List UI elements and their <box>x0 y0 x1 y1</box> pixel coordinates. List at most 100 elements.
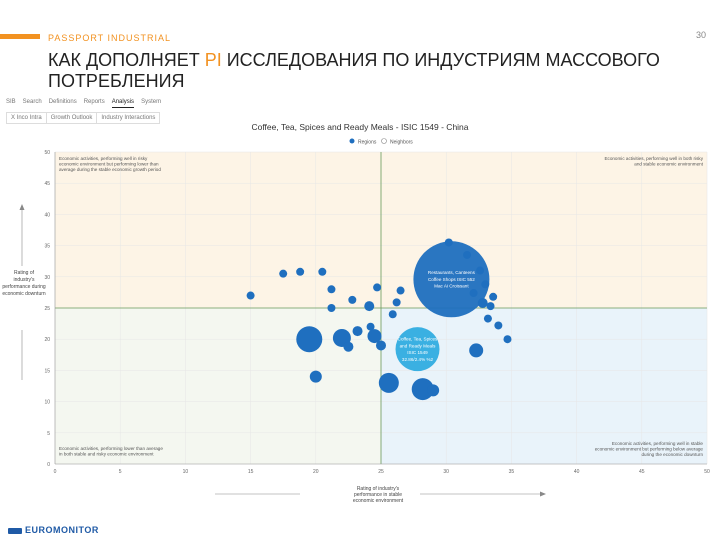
quadrant-bottom-left <box>55 308 381 464</box>
legend-marker-regions[interactable] <box>349 138 355 144</box>
bubble[interactable] <box>364 301 375 312</box>
bubble-label: Mac Ai Croissant <box>434 284 469 289</box>
chart-title: Coffee, Tea, Spices and Ready Meals - IS… <box>251 122 468 132</box>
bubble[interactable] <box>476 266 485 275</box>
legend-marker-neighbors[interactable] <box>381 138 387 144</box>
x-tick-label: 25 <box>378 469 384 475</box>
bubble[interactable] <box>489 292 498 301</box>
x-tick-label: 0 <box>54 469 57 475</box>
bubble[interactable] <box>481 280 490 289</box>
bubble[interactable] <box>469 343 484 358</box>
page-number: 30 <box>695 30 706 40</box>
x-tick-label: 30 <box>443 469 449 475</box>
bubble[interactable] <box>309 370 322 383</box>
quadrant-label-bottom-left: Economic activities, performing lower th… <box>59 446 163 457</box>
x-tick-label: 50 <box>704 469 710 475</box>
bubble[interactable] <box>378 372 399 393</box>
logo-text: EUROMONITOR <box>25 525 99 535</box>
quadrant-label-top-right: Economic activities, performing well in … <box>604 156 703 167</box>
y-tick-label: 40 <box>44 212 50 218</box>
brand-label: PASSPORT INDUSTRIAL <box>48 33 172 43</box>
bubble[interactable] <box>392 298 401 307</box>
bubble[interactable] <box>367 329 382 344</box>
page-title: КАК ДОПОЛНЯЕТ PI ИССЛЕДОВАНИЯ ПО ИНДУСТР… <box>48 50 668 92</box>
title-part-2: ИССЛЕДОВАНИЯ ПО ИНДУСТРИЯМ МАССОВОГО ПОТ… <box>48 50 660 91</box>
bubble[interactable] <box>318 267 327 276</box>
bubble[interactable] <box>494 321 503 330</box>
tab-reports[interactable]: Reports <box>83 99 105 105</box>
bubble-label: Coffee, Tea, Spices <box>398 336 438 341</box>
quadrant-label-top-left: Economic activities, performing well in … <box>59 156 161 172</box>
bubble-label: and Ready Meals <box>400 343 436 348</box>
bubble[interactable] <box>327 304 336 312</box>
subtab-industry-interactions[interactable]: Industry Interactions <box>101 115 156 121</box>
title-part-1: КАК ДОПОЛНЯЕТ <box>48 50 205 70</box>
tab-bar: SIB Search Definitions Reports Analysis … <box>6 99 168 108</box>
y-axis-arrow-head <box>19 204 25 210</box>
bubble[interactable] <box>503 335 512 344</box>
y-tick-label: 30 <box>44 275 50 281</box>
bubble[interactable] <box>376 340 386 351</box>
bubble[interactable] <box>343 341 354 352</box>
bubble[interactable] <box>246 291 255 300</box>
bubble[interactable] <box>352 326 363 337</box>
bubble[interactable] <box>413 241 490 318</box>
bubble[interactable] <box>327 285 336 294</box>
tab-system[interactable]: System <box>141 99 162 105</box>
bubble[interactable] <box>444 238 453 247</box>
y-tick-label: 20 <box>44 337 50 343</box>
bubble[interactable] <box>477 298 488 309</box>
bubble-chart: Coffee, Tea, Spices and Ready Meals - IS… <box>2 122 710 504</box>
x-tick-label: 45 <box>639 469 645 475</box>
bubble-label: Restaurants, Canteens <box>428 270 476 275</box>
tab-analysis[interactable]: Analysis <box>111 99 135 108</box>
y-tick-label: 35 <box>44 244 50 250</box>
title-highlight: PI <box>204 50 222 70</box>
tab-search[interactable]: Search <box>22 99 42 105</box>
bubble[interactable] <box>483 314 492 323</box>
x-tick-label: 10 <box>183 469 189 475</box>
y-tick-label: 0 <box>47 462 50 468</box>
x-tick-label: 20 <box>313 469 319 475</box>
bubble[interactable] <box>427 384 440 397</box>
subtab-growth-outlook[interactable]: Growth Outlook <box>47 113 98 123</box>
bubble[interactable] <box>296 326 323 353</box>
legend-label-regions: Regions <box>358 140 377 146</box>
x-axis-arrow-head <box>540 491 546 497</box>
bubble[interactable] <box>411 378 434 401</box>
tab-sib[interactable]: SIB <box>6 99 16 105</box>
bubble-label: ISIC 1549 <box>407 350 428 355</box>
bubble[interactable] <box>463 250 472 259</box>
bubble-highlight[interactable] <box>395 327 440 372</box>
subtab-inco-intra[interactable]: X Inco Intra <box>7 113 47 123</box>
bubble-label: Coffee Shops ISIC 552 <box>428 277 475 282</box>
y-tick-label: 50 <box>44 150 50 156</box>
y-tick-label: 5 <box>47 431 50 437</box>
bubble[interactable] <box>373 283 382 292</box>
tab-definitions[interactable]: Definitions <box>48 99 77 105</box>
bubble[interactable] <box>366 322 375 331</box>
bubble[interactable] <box>279 269 288 278</box>
bubble-label: 32.86/2.4% %2 <box>402 357 434 362</box>
y-tick-label: 25 <box>44 306 50 312</box>
quadrant-top-left <box>55 152 381 308</box>
x-axis-label: Rating of industry's performance in stabl… <box>353 486 404 504</box>
legend-label-neighbors: Neighbors <box>390 140 413 146</box>
bubble[interactable] <box>348 295 357 304</box>
subtab-bar: X Inco Intra Growth Outlook Industry Int… <box>6 112 161 124</box>
bubble[interactable] <box>296 267 305 276</box>
x-tick-label: 40 <box>574 469 580 475</box>
y-tick-label: 15 <box>44 368 50 374</box>
y-tick-label: 10 <box>44 400 50 406</box>
x-tick-label: 35 <box>509 469 515 475</box>
euromonitor-logo: EUROMONITOR <box>8 525 99 535</box>
x-tick-label: 5 <box>119 469 122 475</box>
logo-mark-icon <box>8 527 22 534</box>
accent-bar <box>0 34 40 39</box>
x-tick-label: 15 <box>248 469 254 475</box>
bubble[interactable] <box>469 289 478 298</box>
bubble[interactable] <box>486 302 495 311</box>
bubble[interactable] <box>388 310 397 319</box>
bubble[interactable] <box>396 286 405 295</box>
y-axis-label: Rating of industry's performance during eco… <box>2 270 46 297</box>
